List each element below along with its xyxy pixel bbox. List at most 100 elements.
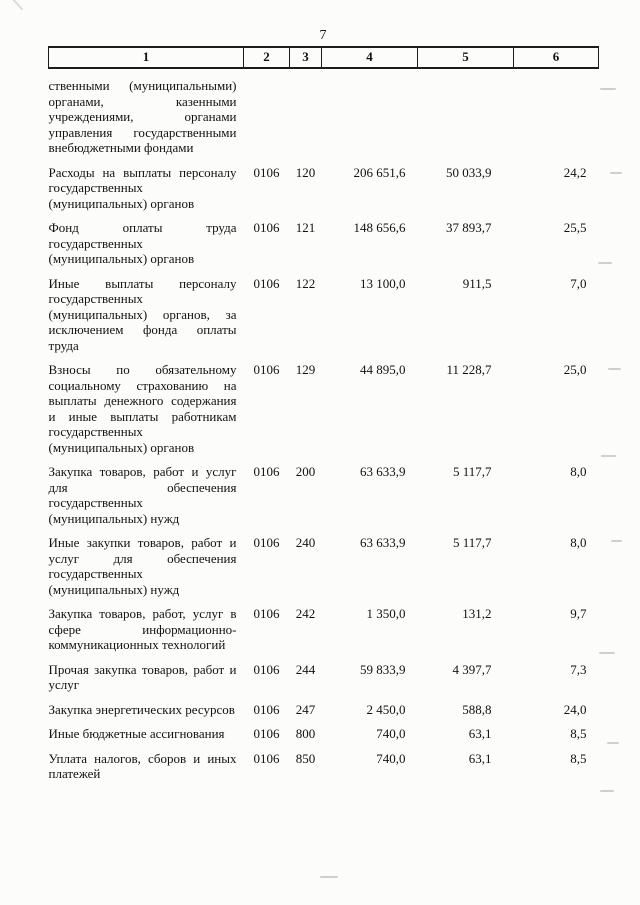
cell-col2: 0106	[253, 464, 280, 479]
column-header-2: 2	[243, 46, 290, 69]
cell-col5: 37 893,7	[446, 220, 492, 235]
cell-col1: Прочая закупка товаров, работ и услуг	[48, 661, 237, 693]
cell-col3: 850	[295, 750, 316, 766]
cell-col3: 121	[295, 220, 316, 235]
cell-col4: 206 651,6	[353, 164, 406, 180]
column-header-5: 5	[417, 46, 514, 69]
cell-col3: 129	[295, 362, 316, 377]
cell-col5: 5 117,7	[452, 535, 492, 550]
cell-col6: 25,5	[563, 220, 587, 235]
cell-col1: Иные закупки товаров, работ и услуг для …	[48, 535, 237, 597]
cell-col1: ственными (муниципальными) органами, каз…	[48, 78, 237, 155]
cell-col6: 8,0	[570, 464, 587, 479]
cell-col2: 0106	[253, 275, 280, 291]
scan-artifact	[320, 876, 338, 878]
scan-artifact	[598, 262, 612, 264]
cell-col5: 911,5	[462, 275, 492, 291]
table-body: ственными (муниципальными) органами, каз…	[49, 68, 599, 782]
cell-col4: 1 350,0	[366, 606, 406, 621]
column-header-1: 1	[48, 46, 244, 69]
column-header-6: 6	[513, 46, 599, 69]
cell-col5: 63,1	[468, 726, 492, 741]
cell-col1: Расходы на выплаты персоналу государстве…	[48, 164, 237, 211]
cell-col6: 9,7	[570, 606, 587, 621]
scan-artifact	[601, 455, 616, 457]
table-row: Закупка товаров, работ и услуг для обесп…	[49, 455, 599, 526]
cell-col5	[418, 68, 514, 156]
scan-artifact	[600, 790, 614, 792]
cell-col6: 8,0	[570, 535, 587, 550]
cell-col3: 800	[295, 726, 316, 741]
cell-col3: 200	[295, 464, 316, 479]
column-header-3: 3	[289, 46, 322, 69]
table-row: Закупка товаров, работ, услуг в сфере ин…	[49, 597, 599, 653]
scan-artifact	[600, 88, 616, 90]
cell-col6: 24,2	[563, 164, 587, 180]
scan-artifact	[599, 652, 615, 654]
scan-artifact	[0, 0, 24, 11]
table-row: Взносы по обязательному социальному стра…	[49, 353, 599, 455]
cell-col2: 0106	[253, 164, 280, 180]
cell-col5: 50 033,9	[446, 164, 492, 180]
scan-artifact	[607, 742, 619, 744]
cell-col3: 242	[295, 606, 316, 621]
cell-col1: Закупка энергетических ресурсов	[48, 701, 235, 717]
cell-col2	[244, 68, 290, 156]
cell-col1: Иные выплаты персоналу государственных (…	[48, 275, 237, 353]
table-row: Иные бюджетные ассигнования 0106 800 740…	[49, 717, 599, 742]
table-row: ственными (муниципальными) органами, каз…	[49, 68, 599, 156]
table-row: Прочая закупка товаров, работ и услуг 01…	[49, 653, 599, 693]
cell-col6: 8,5	[570, 726, 587, 741]
cell-col1: Уплата налогов, сборов и иных платежей	[48, 750, 237, 782]
cell-col2: 0106	[253, 750, 280, 766]
cell-col4: 63 633,9	[360, 535, 406, 550]
cell-col4: 2 450,0	[366, 701, 406, 717]
cell-col3	[290, 68, 322, 156]
cell-col2: 0106	[253, 606, 280, 621]
cell-col1: Закупка товаров, работ, услуг в сфере ин…	[48, 606, 237, 652]
cell-col2: 0106	[253, 535, 280, 550]
cell-col2: 0106	[253, 362, 280, 377]
cell-col4	[322, 68, 418, 156]
cell-col6: 25,0	[563, 362, 587, 377]
scan-artifact	[610, 172, 622, 174]
cell-col1: Закупка товаров, работ и услуг для обесп…	[48, 464, 237, 526]
table-row: Иные закупки товаров, работ и услуг для …	[49, 526, 599, 597]
cell-col4: 740,0	[376, 726, 406, 741]
cell-col3: 244	[295, 661, 316, 677]
cell-col6: 7,0	[570, 275, 587, 291]
cell-col1: Взносы по обязательному социальному стра…	[48, 362, 237, 455]
header-row: 1 2 3 4 5 6	[48, 46, 599, 69]
cell-col5: 11 228,7	[446, 362, 492, 377]
cell-col3: 240	[295, 535, 316, 550]
cell-col4: 148 656,6	[353, 220, 406, 235]
cell-col6: 8,5	[570, 750, 587, 766]
cell-col4: 63 633,9	[360, 464, 406, 479]
cell-col3: 120	[295, 164, 316, 180]
cell-col5: 131,2	[462, 606, 492, 621]
cell-col4: 13 100,0	[360, 275, 406, 291]
table-row: Закупка энергетических ресурсов 0106 247…	[49, 693, 599, 718]
cell-col1: Фонд оплаты труда государственных (муниц…	[48, 220, 237, 266]
cell-col5: 63,1	[468, 750, 492, 766]
scan-artifact	[608, 368, 621, 370]
cell-col2: 0106	[253, 726, 280, 741]
table-row: Фонд оплаты труда государственных (муниц…	[49, 211, 599, 267]
budget-table: 1 2 3 4 5 6 ственными (муниципальными) о…	[48, 46, 599, 782]
cell-col6: 7,3	[570, 661, 587, 677]
table-row: Уплата налогов, сборов и иных платежей 0…	[49, 742, 599, 782]
table-row: Иные выплаты персоналу государственных (…	[49, 267, 599, 354]
cell-col2: 0106	[253, 701, 280, 717]
cell-col2: 0106	[253, 220, 280, 235]
cell-col3: 247	[295, 701, 316, 717]
cell-col4: 44 895,0	[360, 362, 406, 377]
cell-col5: 588,8	[462, 701, 492, 717]
column-header-4: 4	[321, 46, 418, 69]
table-row: Расходы на выплаты персоналу государстве…	[49, 156, 599, 212]
cell-col3: 122	[295, 275, 316, 291]
cell-col6: 24,0	[563, 701, 587, 717]
cell-col2: 0106	[253, 661, 280, 677]
cell-col4: 740,0	[376, 750, 406, 766]
cell-col6	[514, 68, 599, 156]
